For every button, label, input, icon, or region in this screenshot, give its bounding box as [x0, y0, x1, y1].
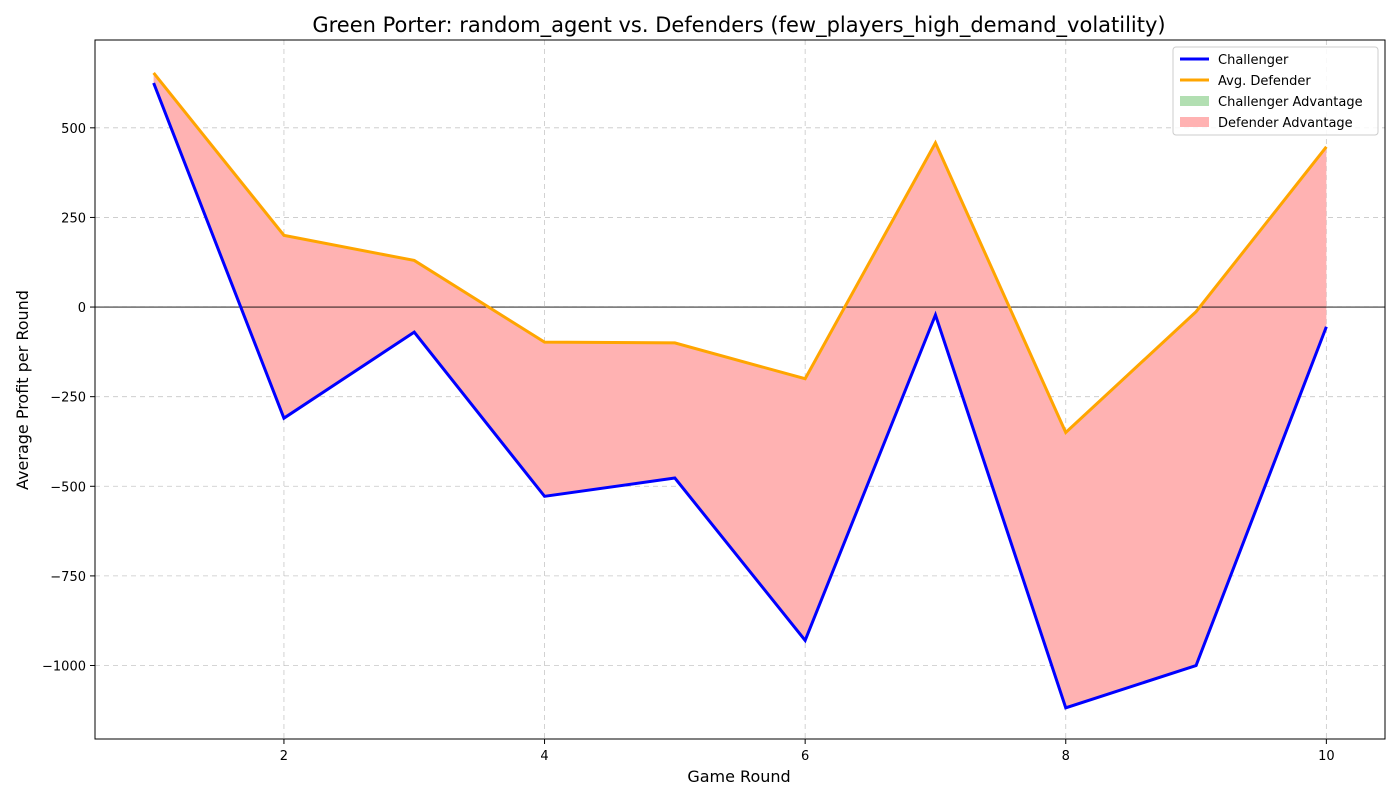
legend: Challenger Avg. Defender Challenger Advant…	[1172, 46, 1379, 136]
legend-challenger-advantage-label: Challenger Advantage	[1218, 95, 1363, 110]
legend-box	[1172, 46, 1379, 136]
defender-line	[152, 72, 1328, 436]
y-tick-label: −500	[50, 480, 86, 495]
legend-defender-label: Avg. Defender	[1218, 74, 1311, 89]
x-tick-label: 4	[540, 749, 548, 764]
y-tick-label: −750	[50, 570, 86, 585]
x-axis-label: Game Round	[687, 767, 790, 786]
defender-advantage-area	[153, 72, 1327, 708]
y-tick-label: −250	[50, 391, 86, 406]
y-tick-label: 500	[61, 122, 86, 137]
y-tick-label: 250	[61, 211, 86, 226]
x-tick-label: 8	[1062, 749, 1070, 764]
y-axis-label: Average Profit per Round	[13, 290, 32, 490]
fill-layer	[153, 72, 1327, 708]
challenger-line	[152, 82, 1328, 710]
legend-defender-advantage-label: Defender Advantage	[1218, 116, 1353, 131]
y-tick-label: −1000	[42, 660, 86, 675]
line-layer	[152, 72, 1328, 710]
y-tick-label: 0	[78, 301, 86, 316]
legend-challenger-advantage-swatch	[1180, 96, 1209, 106]
chart-title: Green Porter: random_agent vs. Defenders…	[312, 13, 1165, 38]
x-tick-label: 2	[280, 749, 288, 764]
x-tick-label: 10	[1318, 749, 1335, 764]
legend-defender-advantage-swatch	[1180, 117, 1209, 127]
x-tick-label: 6	[801, 749, 809, 764]
legend-challenger-label: Challenger	[1218, 53, 1289, 68]
tick-layer: 2 4 6 8 10 −1000 −750 −500 −250 0 250 500	[42, 122, 1335, 764]
axes-frame	[94, 39, 1386, 740]
